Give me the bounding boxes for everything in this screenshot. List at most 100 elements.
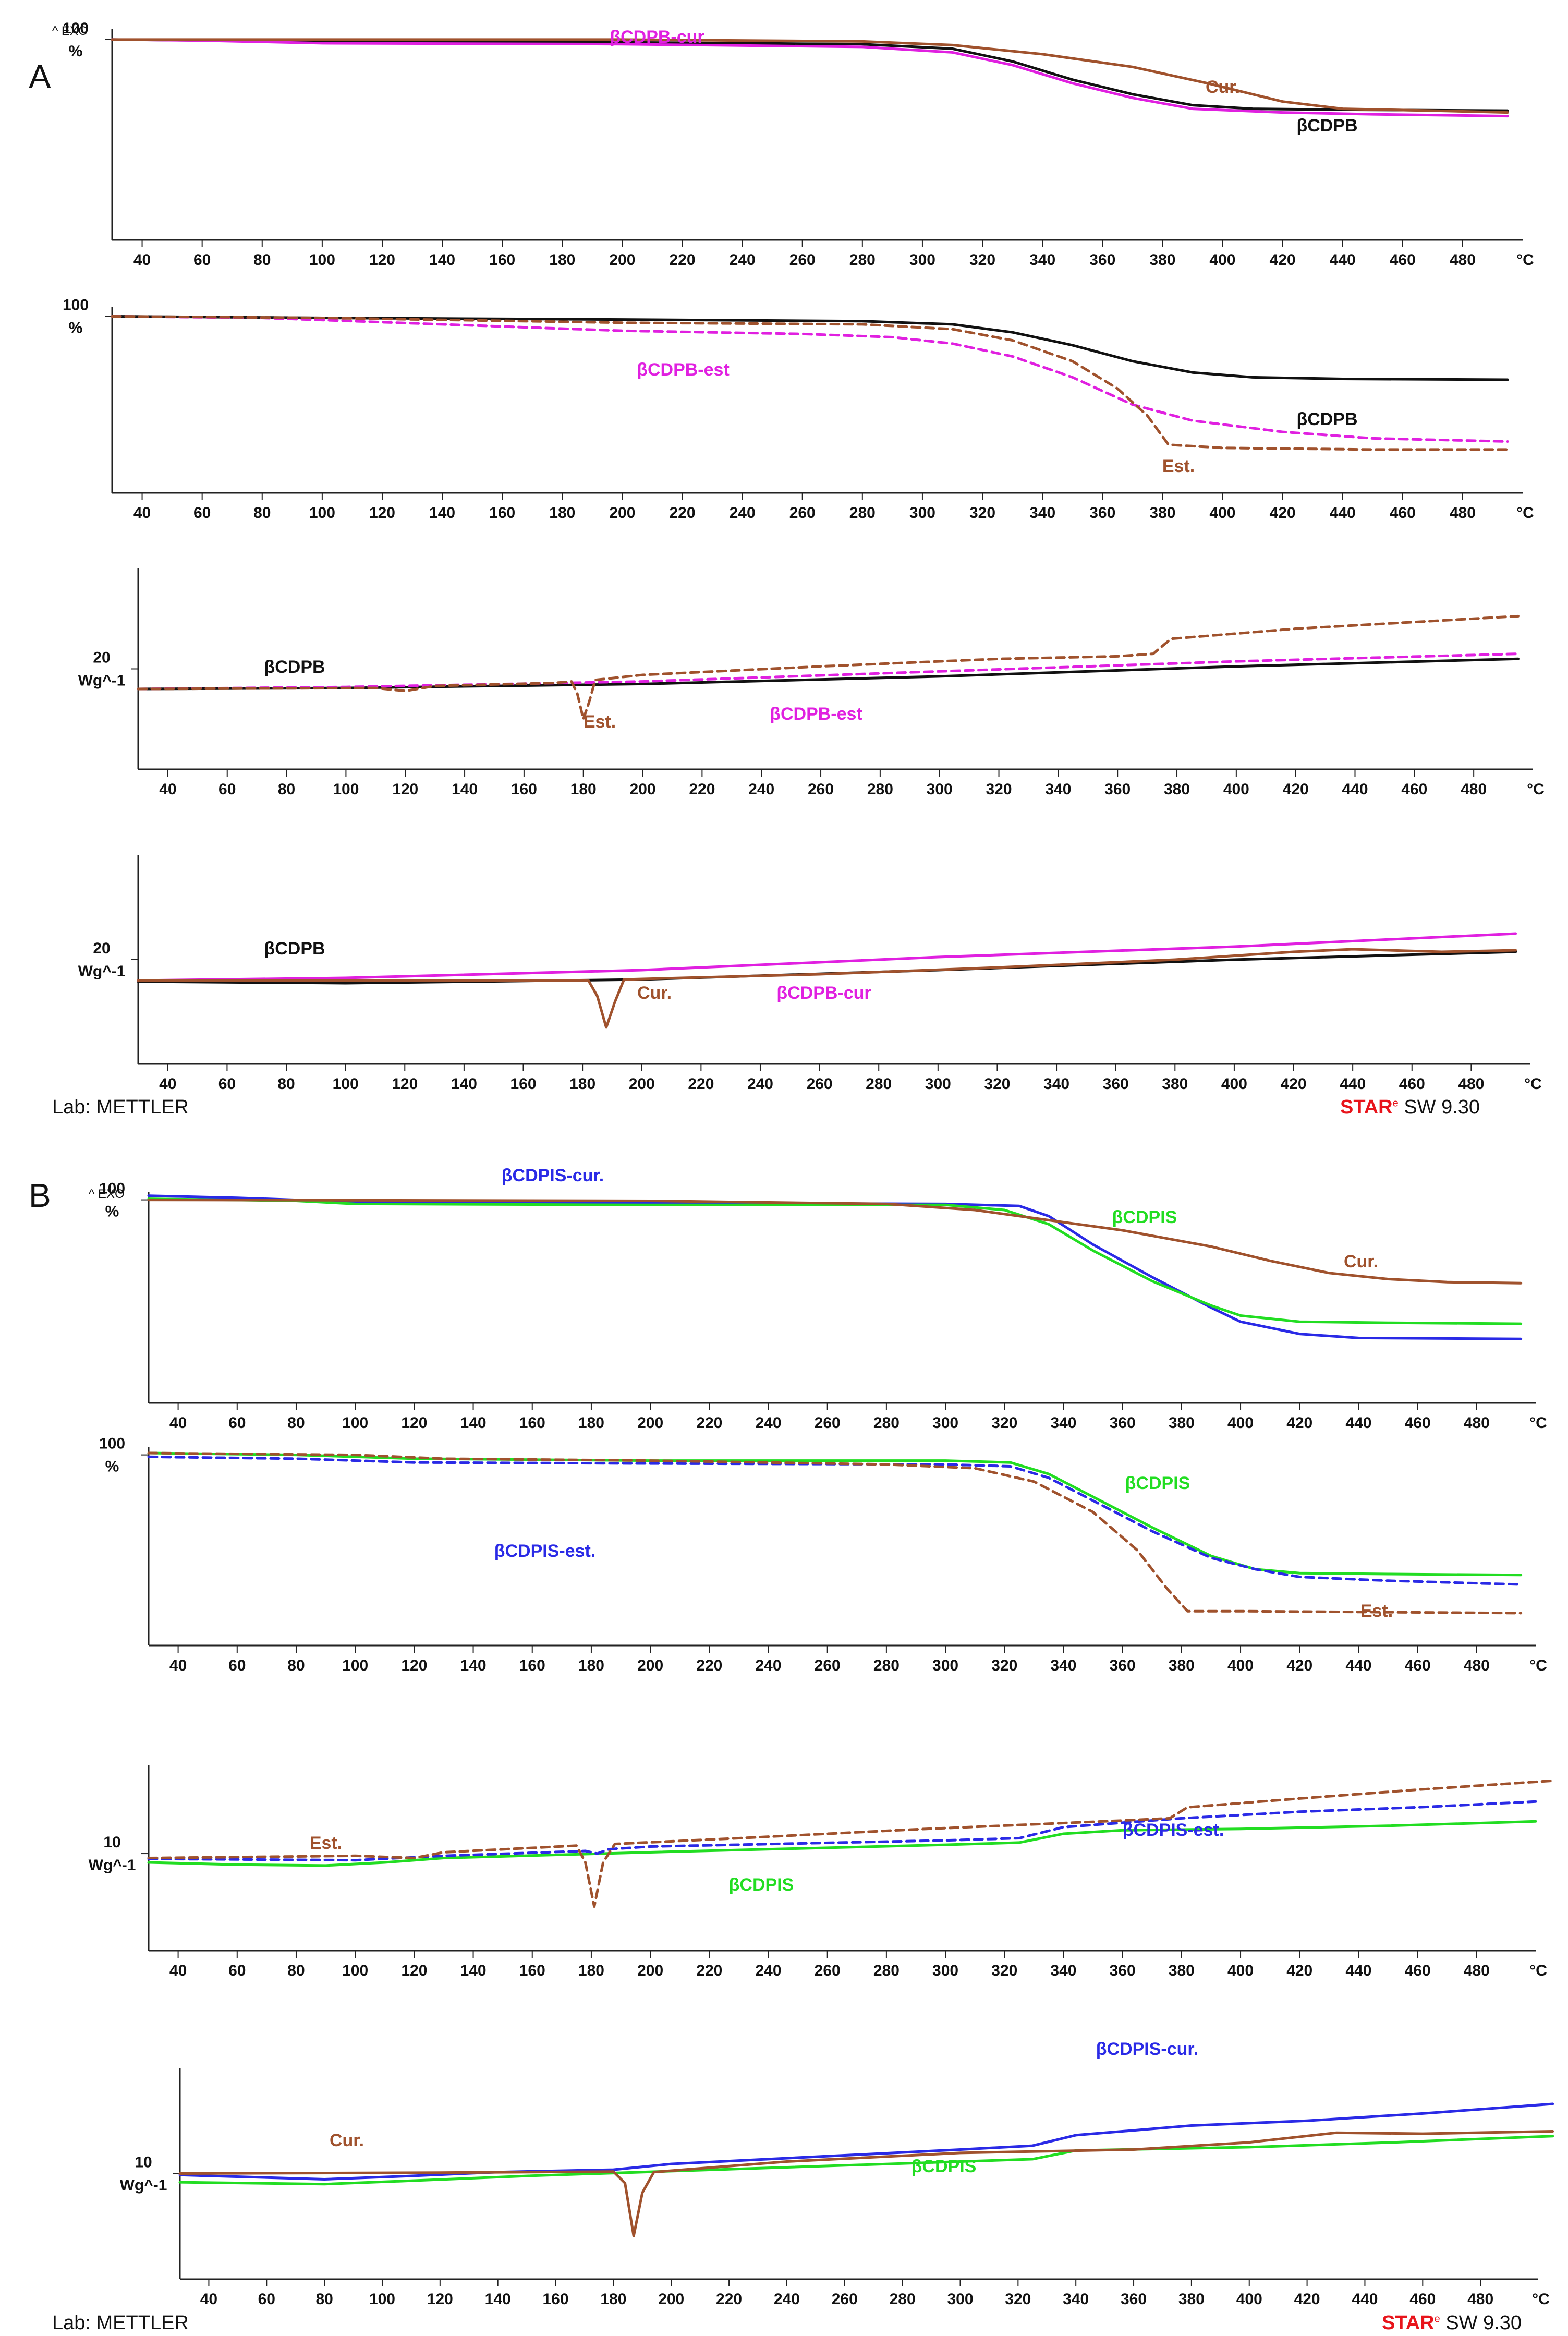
x-tick-label: 280 [890,2291,916,2308]
y-unit-label: Wg^-1 [78,963,126,980]
panel-label-a: A [29,58,51,95]
x-tick-label: 240 [730,251,756,269]
x-tick-label: 80 [287,1657,305,1674]
x-tick-label: 140 [460,1962,487,1979]
x-tick-label: 40 [133,504,151,522]
series-annotation: βCDPIS [911,2157,977,2176]
x-tick-label: 120 [392,1075,418,1093]
x-tick-label: 100 [333,781,359,798]
x-tick-label: 400 [1221,1075,1247,1093]
x-tick-label: 320 [1005,2291,1031,2308]
x-tick-label: 200 [637,1657,663,1674]
x-tick-label: 160 [511,781,537,798]
series-annotation: βCDPIS-est. [494,1541,596,1561]
chart-a3: 40 60 80 100 120 140 160 180 200 220 240 260 280 300 3… [78,568,1545,798]
software-label-b: STARe SW 9.30 [1382,2312,1522,2334]
x-tick-label: 100 [309,251,335,269]
x-tick-label: 160 [519,1414,545,1432]
x-tick-label: 60 [258,2291,275,2308]
x-tick-label: 220 [716,2291,742,2308]
x-tick-label: 360 [1089,504,1115,522]
x-tick-label: 360 [1089,251,1115,269]
series-line-cdpb-est [111,315,1509,443]
software-reg: e [1392,1097,1399,1109]
y-unit-label: % [105,1458,119,1475]
x-tick-label: 400 [1236,2291,1262,2308]
x-tick-label: 420 [1286,1962,1312,1979]
x-tick-label: 400 [1209,251,1235,269]
lab-label-a: Lab: METTLER [52,1096,189,1118]
x-tick-label: 380 [1149,251,1175,269]
series-line-cur [137,948,1517,1029]
x-tick-label: 200 [630,781,656,798]
series-annotation: Est. [584,712,616,732]
x-tick-label: 220 [669,504,695,522]
software-label-a: STARe SW 9.30 [1340,1096,1480,1119]
series-annotation: βCDPIS [1125,1473,1190,1493]
x-tick-label: 240 [730,504,756,522]
x-tick-label: 300 [932,1414,958,1432]
x-tick-label: 40 [159,781,176,798]
x-tick-label: 480 [1461,781,1487,798]
y-unit-label: Wg^-1 [89,1857,136,1874]
series-line-cdpis-est [147,1800,1537,1862]
x-tick-label: 220 [696,1657,722,1674]
x-tick-label: 260 [815,1657,841,1674]
series-annotation: βCDPB [1296,116,1357,136]
x-tick-label: 460 [1399,1075,1425,1093]
series-line-est [137,614,1520,721]
x-tick-label: 360 [1110,1657,1136,1674]
x-unit-label: °C [1529,1962,1547,1979]
x-unit-label: °C [1529,1657,1547,1674]
x-tick-label: 440 [1342,781,1368,798]
x-tick-label: 440 [1352,2291,1378,2308]
y-tick-label: 100 [99,1180,125,1197]
y-tick-label: 100 [63,296,89,313]
x-tick-label: 320 [969,251,995,269]
x-tick-label: 280 [866,1075,892,1093]
x-tick-label: 240 [774,2291,800,2308]
x-tick-label: 60 [193,504,211,522]
y-unit-label: % [69,43,83,60]
series-line-cdpis [147,1451,1523,1577]
x-tick-label: 100 [333,1075,359,1093]
y-tick-label: 10 [135,2154,152,2171]
x-tick-label: 220 [669,251,695,269]
x-tick-label: 180 [600,2291,626,2308]
x-tick-label: 280 [867,781,893,798]
x-tick-label: 440 [1330,504,1356,522]
x-tick-label: 420 [1283,781,1309,798]
x-tick-label: 80 [253,504,271,522]
x-tick-label: 320 [991,1962,1017,1979]
chart-b2: 40 60 80 100 120 140 160 180 200 220 240 260 280 300 3… [99,1435,1547,1674]
series-annotation: Est. [1360,1601,1393,1621]
x-tick-label: 320 [969,504,995,522]
x-tick-label: 280 [873,1657,900,1674]
series-line-cdpis-est [147,1455,1523,1586]
x-tick-label: 200 [637,1962,663,1979]
x-tick-label: 260 [808,781,834,798]
x-tick-label: 160 [519,1657,545,1674]
x-tick-label: 240 [755,1657,781,1674]
x-tick-label: 60 [228,1414,246,1432]
chart-a4: 40 60 80 100 120 140 160 180 200 220 240 260 280 300 3… [78,855,1542,1093]
series-annotation: βCDPIS-cur. [1096,2039,1198,2059]
y-unit-label: Wg^-1 [78,672,126,689]
x-tick-label: 440 [1345,1414,1371,1432]
x-unit-label: °C [1532,2291,1550,2308]
series-line-cdpis [147,1820,1537,1867]
x-tick-label: 340 [1050,1657,1076,1674]
x-tick-label: 460 [1409,2291,1436,2308]
x-tick-label: 300 [927,781,953,798]
x-tick-label: 80 [287,1414,305,1432]
x-tick-label: 300 [925,1075,951,1093]
series-annotation: βCDPB-est [637,360,730,380]
x-tick-label: 40 [169,1962,187,1979]
x-tick-label: 60 [228,1657,246,1674]
x-tick-label: 300 [932,1657,958,1674]
x-tick-label: 180 [549,504,575,522]
x-tick-label: 320 [986,781,1012,798]
x-tick-label: 180 [578,1414,604,1432]
x-tick-label: 380 [1149,504,1175,522]
x-tick-label: 40 [200,2291,217,2308]
